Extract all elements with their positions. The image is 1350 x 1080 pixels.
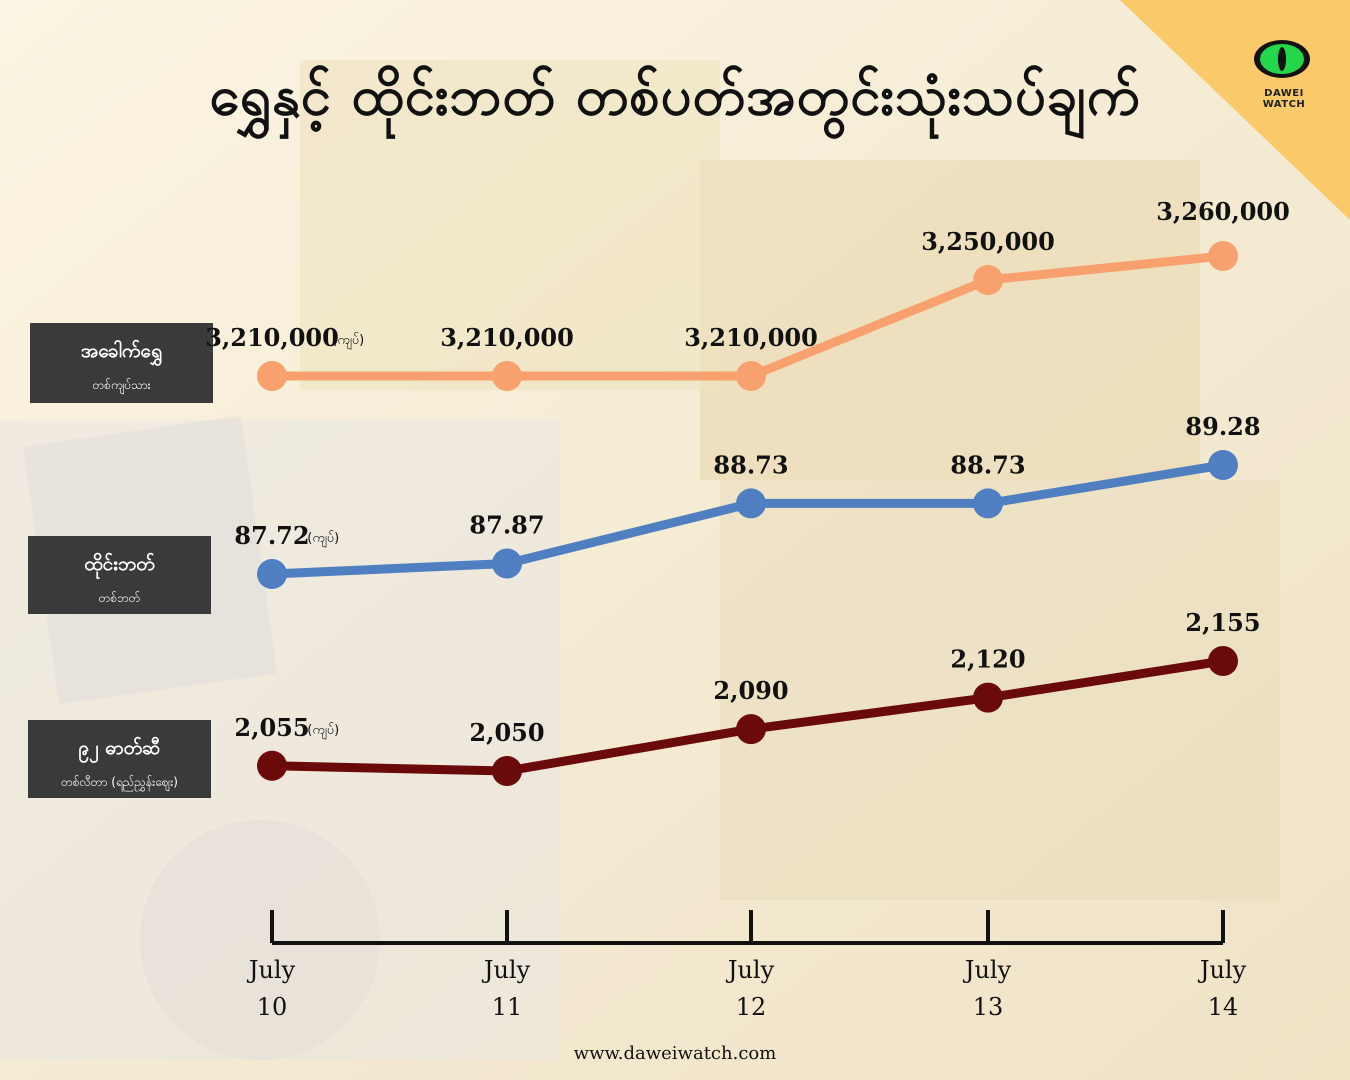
- legend-gold-unit: တစ်ကျပ်သား: [92, 378, 151, 392]
- x-tick-label-day-0: 10: [257, 993, 288, 1021]
- x-tick-label-month-3: July: [962, 956, 1012, 984]
- legend-fuel-unit: တစ်လီတာ (ရည်ညွှန်းဈေး): [61, 775, 178, 789]
- data-label-0-0: 3,210,000: [205, 323, 339, 352]
- data-point-2-1: [492, 756, 522, 786]
- data-point-1-0: [257, 559, 287, 589]
- data-point-1-4: [1208, 450, 1238, 480]
- legend-fuel-name: ၉၂ ဓာတ်ဆီ: [78, 737, 161, 759]
- currency-note-1: (ကျပ်): [307, 530, 339, 548]
- data-label-0-4: 3,260,000: [1156, 197, 1290, 226]
- x-tick-label-month-1: July: [481, 956, 531, 984]
- data-label-2-4: 2,155: [1185, 608, 1260, 637]
- x-tick-label-month-0: July: [246, 956, 296, 984]
- x-tick-label-day-2: 12: [736, 993, 767, 1021]
- x-tick-label-day-1: 11: [492, 993, 523, 1021]
- brand-name: DAWEI WATCH: [1262, 88, 1306, 110]
- legend-baht-unit: တစ်ဘတ်: [98, 591, 141, 605]
- data-label-1-4: 89.28: [1185, 412, 1260, 441]
- legend-gold: အခေါက်ရွှေ တစ်ကျပ်သား: [30, 323, 213, 403]
- footer-url: www.daweiwatch.com: [573, 1043, 777, 1064]
- legend-baht: ထိုင်းဘတ် တစ်ဘတ်: [28, 536, 211, 614]
- page-title: ရွှေနှင့် ထိုင်းဘတ် တစ်ပတ်အတွင်းသုံးသပ်ခ…: [209, 64, 1141, 127]
- data-point-2-4: [1208, 646, 1238, 676]
- legend-gold-name: အခေါက်ရွှေ: [80, 340, 163, 362]
- data-label-1-2: 88.73: [713, 450, 788, 479]
- currency-note-0: (ကျပ်): [332, 332, 364, 350]
- data-label-2-2: 2,090: [713, 676, 788, 705]
- data-point-1-1: [492, 548, 522, 579]
- data-point-1-2: [736, 488, 766, 519]
- legend-baht-name: ထိုင်းဘတ်: [84, 553, 155, 575]
- currency-note-2: (ကျပ်): [307, 722, 339, 740]
- data-point-2-2: [736, 714, 766, 745]
- data-point-2-3: [973, 682, 1003, 713]
- data-label-0-3: 3,250,000: [921, 227, 1055, 256]
- data-label-2-3: 2,120: [950, 645, 1025, 674]
- data-label-0-2: 3,210,000: [684, 323, 818, 352]
- data-label-1-3: 88.73: [950, 450, 1025, 479]
- x-tick-label-day-3: 13: [973, 993, 1004, 1021]
- legend-fuel: ၉၂ ဓာတ်ဆီ တစ်လီတာ (ရည်ညွှန်းဈေး): [28, 720, 211, 798]
- data-point-0-0: [257, 361, 287, 391]
- data-point-1-3: [973, 488, 1003, 519]
- x-tick-label-month-4: July: [1197, 956, 1247, 984]
- x-tick-label-month-2: July: [725, 956, 775, 984]
- data-point-0-3: [973, 265, 1003, 295]
- series-line-0: [267, 251, 1228, 381]
- data-label-1-0: 87.72: [234, 521, 309, 550]
- brand-logo: [1254, 40, 1310, 78]
- data-point-0-1: [492, 361, 522, 391]
- data-label-0-1: 3,210,000: [440, 323, 574, 352]
- series-line-1: [267, 460, 1228, 579]
- data-point-0-2: [736, 361, 766, 391]
- data-label-2-0: 2,055: [234, 713, 309, 742]
- data-point-0-4: [1208, 241, 1238, 271]
- data-label-2-1: 2,050: [469, 718, 544, 747]
- data-label-1-1: 87.87: [469, 511, 544, 540]
- x-tick-label-day-4: 14: [1208, 993, 1239, 1021]
- data-point-2-0: [257, 750, 287, 781]
